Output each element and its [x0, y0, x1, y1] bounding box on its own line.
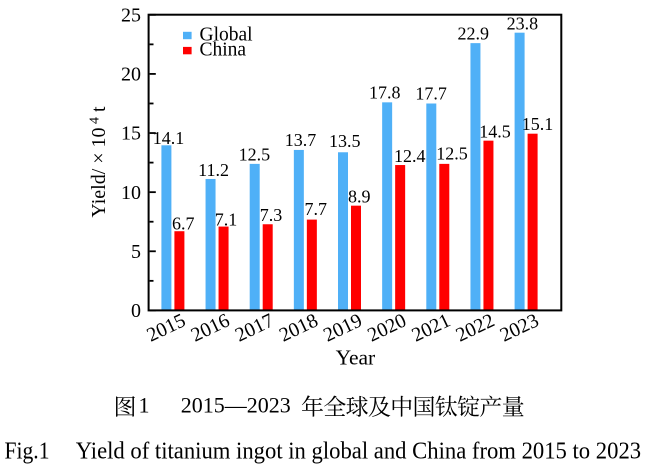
svg-text:25: 25 [121, 5, 141, 27]
svg-text:13.5: 13.5 [329, 131, 361, 151]
svg-text:17.8: 17.8 [369, 83, 401, 103]
svg-text:11.2: 11.2 [198, 160, 229, 180]
svg-text:14.1: 14.1 [153, 128, 185, 148]
svg-text:7.7: 7.7 [304, 199, 327, 219]
svg-text:8.9: 8.9 [348, 187, 371, 207]
svg-text:15: 15 [121, 123, 141, 145]
svg-text:22.9: 22.9 [458, 24, 490, 44]
svg-text:5: 5 [131, 241, 141, 263]
svg-text:10: 10 [121, 182, 141, 204]
svg-text:Year: Year [336, 345, 376, 369]
svg-text:Fig.1: Fig.1 [5, 439, 50, 465]
svg-text:23.8: 23.8 [507, 13, 539, 33]
svg-text:12.5: 12.5 [239, 145, 271, 165]
svg-text:7.3: 7.3 [260, 205, 283, 225]
svg-text:20: 20 [121, 64, 141, 86]
svg-text:15.1: 15.1 [522, 114, 554, 134]
svg-text:14.5: 14.5 [479, 121, 511, 141]
svg-text:2015—2023: 2015—2023 [181, 393, 291, 418]
svg-text:12.5: 12.5 [436, 143, 468, 163]
svg-text:12.4: 12.4 [394, 146, 426, 166]
svg-text:Yield/ × 10 4 t: Yield/ × 10 4 t [87, 106, 110, 218]
svg-text:6.7: 6.7 [172, 214, 195, 234]
svg-text:1: 1 [139, 393, 150, 418]
svg-text:0: 0 [131, 300, 141, 322]
svg-text:17.7: 17.7 [415, 84, 447, 104]
svg-text:China: China [200, 39, 247, 60]
svg-text:13.7: 13.7 [285, 130, 317, 150]
svg-text:Global: Global [200, 24, 254, 45]
svg-text:Yield of titanium ingot in glo: Yield of titanium ingot in global and Ch… [76, 439, 641, 465]
svg-text:7.1: 7.1 [215, 209, 238, 229]
